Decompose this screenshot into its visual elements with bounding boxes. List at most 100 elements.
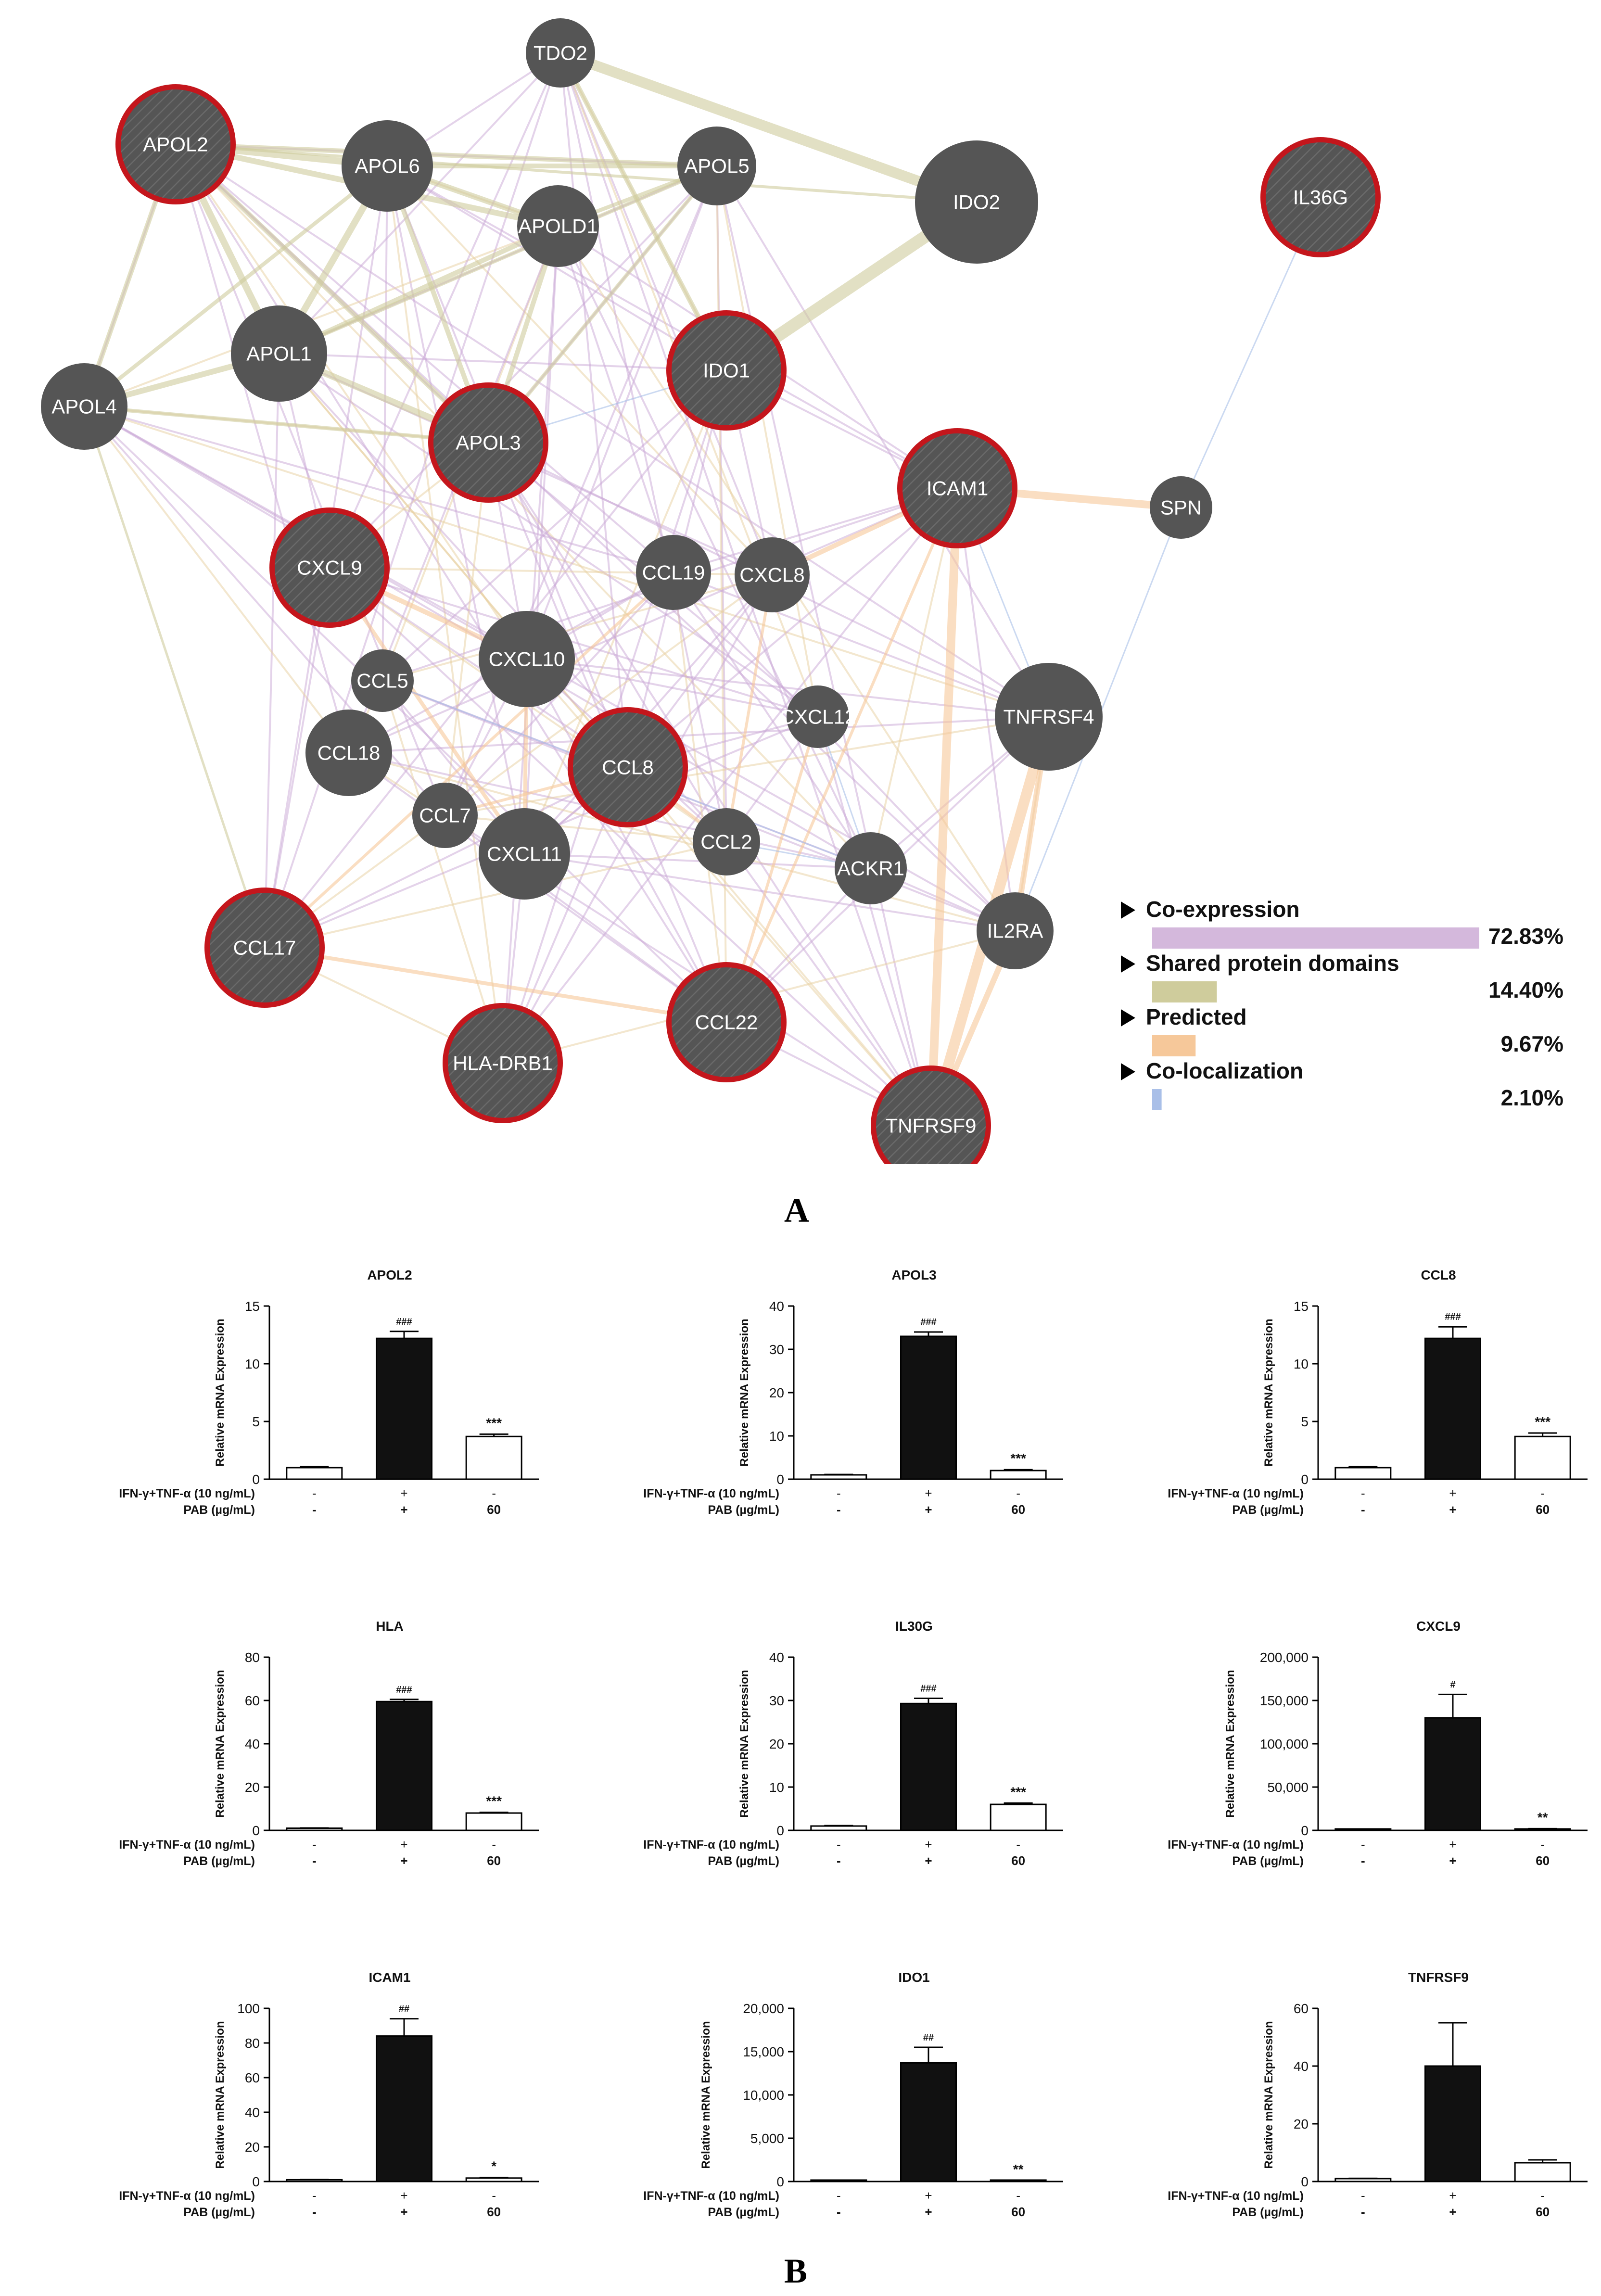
node-il2ra[interactable]: IL2RA [977,892,1054,969]
condition-value: - [312,2188,317,2203]
node-apol4[interactable]: APOL4 [41,363,127,450]
node-ido2[interactable]: IDO2 [915,140,1038,264]
condition-value: - [837,1486,841,1500]
node-label: CXCL12 [780,706,856,728]
condition-value: - [1016,1486,1020,1500]
significance-mark: ### [396,1685,412,1695]
node-apol5[interactable]: APOL5 [677,127,756,205]
condition-label: IFN-γ+TNF-α (10 ng/mL) [119,2189,255,2203]
condition-value: - [1361,1853,1365,1868]
condition-value: - [312,2205,317,2219]
significance-mark: *** [486,1794,502,1809]
node-cxcl8[interactable]: CXCL8 [735,537,810,612]
bar [900,1335,957,1480]
bar [1334,1467,1392,1480]
network-edge [175,142,717,168]
node-apold1[interactable]: APOLD1 [517,185,599,267]
node-ccl2[interactable]: CCL2 [693,808,760,875]
condition-value: - [312,1486,317,1500]
chart-title: HLA [376,1619,404,1634]
node-cxcl10[interactable]: CXCL10 [479,611,575,707]
y-axis-label: Relative mRNA Expression [738,1670,751,1817]
y-axis-label: Relative mRNA Expression [1262,1319,1275,1466]
significance-mark: *** [1010,1451,1026,1466]
node-label: ICAM1 [927,477,988,500]
condition-value: - [1540,2188,1545,2203]
node-apol6[interactable]: APOL6 [342,120,433,212]
significance-mark: *** [486,1415,502,1430]
node-ccl19[interactable]: CCL19 [636,535,711,610]
bar [465,1435,522,1480]
bar [376,1700,432,1831]
node-label: TNFRSF4 [1004,706,1094,728]
bar [1334,2178,1392,2182]
condition-value: - [492,1486,496,1500]
condition-value: + [925,2205,932,2219]
node-cxcl11[interactable]: CXCL11 [479,808,570,900]
node-apol2[interactable]: APOL2 [115,84,236,204]
node-cxcl9[interactable]: CXCL9 [269,507,390,628]
condition-value: + [1449,2205,1456,2219]
condition-label: IFN-γ+TNF-α (10 ng/mL) [119,1838,255,1852]
chart-title: TNFRSF9 [1408,1970,1469,1985]
co-expression-edge [870,488,958,869]
node-icam1[interactable]: ICAM1 [897,428,1017,548]
node-label: APOL3 [456,431,521,454]
condition-value: + [1449,1837,1456,1852]
significance-mark: ## [399,2004,409,2015]
condition-value: 60 [1011,2205,1025,2219]
co-expression-edge [175,143,1050,718]
node-ackr1[interactable]: ACKR1 [835,832,907,904]
condition-value: - [312,1502,317,1517]
bar [990,1470,1047,1480]
node-ido1[interactable]: IDO1 [666,310,787,431]
node-ccl8[interactable]: CCL8 [568,707,688,827]
y-tick-label: 0 [252,2174,260,2189]
node-circle [517,185,599,267]
node-hla-drb1[interactable]: HLA-DRB1 [443,1003,563,1123]
condition-value: - [492,2188,496,2203]
y-axis-label: Relative mRNA Expression [214,1670,227,1817]
node-apol1[interactable]: APOL1 [231,305,327,402]
y-tick-label: 10 [769,1429,784,1444]
condition-value: 60 [1011,1502,1025,1517]
node-tdo2[interactable]: TDO2 [526,18,595,88]
y-tick-label: 50,000 [1267,1780,1309,1795]
condition-label: IFN-γ+TNF-α (10 ng/mL) [1168,1838,1304,1852]
node-spn[interactable]: SPN [1150,476,1212,539]
y-tick-label: 60 [1294,2001,1309,2016]
co-expression-edge [278,52,561,355]
legend-swatch [1152,927,1479,949]
node-circle [735,537,810,612]
y-tick-label: 20 [245,1780,260,1795]
y-tick-label: 0 [776,2174,784,2189]
node-circle [835,832,907,904]
co-expression-edge [716,165,819,717]
co-expression-edge [348,752,1016,932]
node-il36g[interactable]: IL36G [1260,137,1381,257]
node-apol3[interactable]: APOL3 [428,382,548,503]
node-circle [448,1008,558,1118]
condition-label: PAB (µg/mL) [183,2206,255,2219]
condition-value: - [492,1837,496,1852]
node-ccl22[interactable]: CCL22 [666,962,787,1082]
condition-label: PAB (µg/mL) [183,1854,255,1868]
node-ccl18[interactable]: CCL18 [305,710,392,796]
node-tnfrsf9[interactable]: TNFRSF9 [871,1066,991,1164]
bar [286,1827,343,1831]
condition-value: + [400,1853,407,1868]
condition-value: - [837,1837,841,1852]
legend-label: Co-localization [1146,1058,1303,1083]
node-ccl5[interactable]: CCL5 [351,649,414,712]
node-tnfrsf4[interactable]: TNFRSF4 [995,663,1103,771]
chart-title: IL30G [895,1619,933,1634]
node-cxcl12[interactable]: CXCL12 [780,685,856,748]
node-ccl7[interactable]: CCL7 [412,783,478,848]
node-label: IDO2 [953,191,1000,214]
y-tick-label: 30 [769,1693,784,1708]
co-expression-edge [279,353,727,371]
node-ccl17[interactable]: CCL17 [204,888,325,1008]
network-edge [927,488,962,1126]
co-expression-edge [673,571,872,869]
